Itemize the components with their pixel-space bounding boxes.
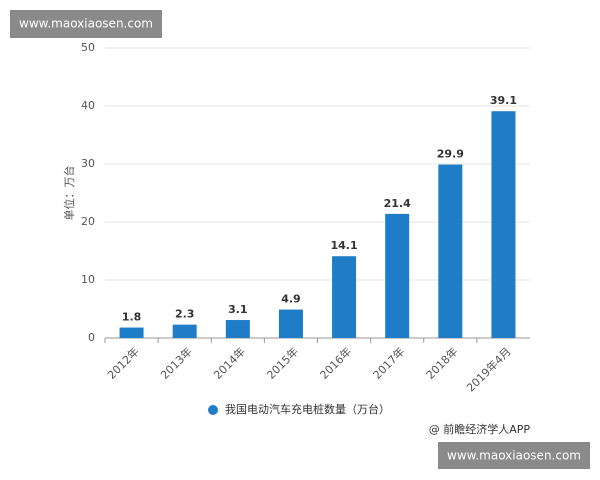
x-tick-label: 2019年4月	[463, 344, 513, 394]
y-tick-label: 10	[81, 273, 95, 286]
bar	[225, 320, 250, 338]
x-tick-label: 2017年	[370, 344, 407, 381]
watermark-box	[438, 442, 590, 469]
bar	[438, 164, 463, 338]
watermark: www.maoxiaosen.com	[19, 17, 153, 31]
bar	[332, 256, 357, 338]
x-tick-label: 2014年	[211, 344, 248, 381]
y-tick-label: 0	[88, 331, 95, 344]
x-tick-label: 2012年	[104, 344, 141, 381]
value-label: 39.1	[490, 94, 517, 107]
x-tick-label: 2013年	[157, 344, 194, 381]
y-tick-label: 40	[81, 99, 95, 112]
value-label: 4.9	[281, 293, 301, 306]
bar	[385, 213, 410, 338]
source: @ 前瞻经济学人APP	[429, 422, 531, 436]
watermark: www.maoxiaosen.com	[447, 449, 581, 463]
y-axis-label: 单位：万台	[62, 166, 76, 221]
value-label: 3.1	[228, 303, 248, 316]
value-label: 1.8	[122, 311, 142, 324]
value-label: 2.3	[175, 308, 195, 321]
legend-marker	[208, 405, 218, 415]
watermark-box	[10, 10, 162, 38]
bar	[119, 327, 144, 338]
value-label: 29.9	[437, 148, 464, 161]
y-tick-label: 30	[81, 157, 95, 170]
x-tick-label: 2018年	[423, 344, 460, 381]
bar	[172, 324, 197, 338]
x-tick-label: 2016年	[317, 344, 354, 381]
x-tick-label: 2015年	[264, 344, 301, 381]
bar	[491, 111, 516, 338]
value-label: 14.1	[330, 239, 357, 252]
y-tick-label: 50	[81, 41, 95, 54]
y-tick-label: 20	[81, 215, 95, 228]
legend-label: 我国电动汽车充电桩数量（万台）	[225, 402, 390, 416]
bar	[278, 309, 303, 338]
value-label: 21.4	[384, 197, 411, 210]
